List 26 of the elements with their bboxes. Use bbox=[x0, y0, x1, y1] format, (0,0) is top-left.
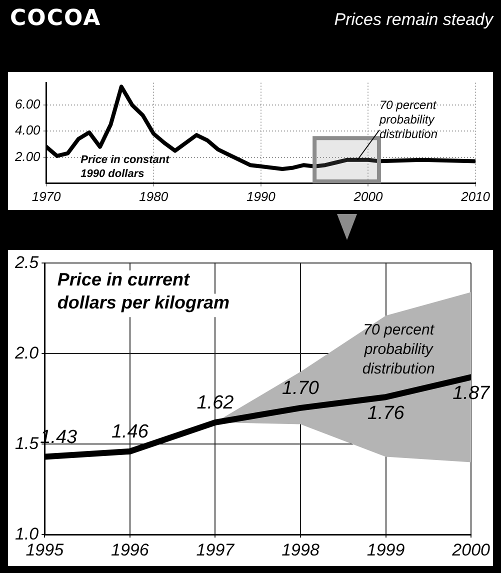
y-tick-label: 4.00 bbox=[14, 122, 42, 138]
y-tick-label: 2.00 bbox=[14, 148, 42, 164]
annotation: 70 percent probability distribution bbox=[378, 98, 438, 141]
x-tick-label: 1995 bbox=[26, 540, 64, 560]
x-tick-label: 2000 bbox=[451, 540, 491, 560]
x-tick-label: 1970 bbox=[32, 188, 62, 204]
data-label: 1.76 bbox=[367, 403, 405, 424]
x-tick-label: 1998 bbox=[282, 540, 320, 560]
chart-subtitle: Prices remain steady bbox=[334, 10, 493, 30]
annotation: Price in current dollars per kilogram bbox=[57, 269, 230, 313]
x-tick-label: 1996 bbox=[111, 540, 150, 560]
x-tick-label: 1990 bbox=[246, 188, 276, 204]
y-tick-label: 1.5 bbox=[14, 434, 40, 453]
y-tick-label: 1.0 bbox=[14, 524, 40, 544]
annotation: Price in constant 1990 dollars bbox=[80, 154, 171, 180]
y-tick-label: 2.0 bbox=[14, 343, 40, 362]
x-tick-label: 1980 bbox=[139, 188, 169, 204]
y-tick-label: 6.00 bbox=[14, 96, 42, 112]
chart-title: COCOA bbox=[10, 6, 102, 31]
y-tick-label: 2.5 bbox=[14, 252, 40, 272]
x-tick-label: 1997 bbox=[196, 540, 235, 560]
x-tick-label: 1999 bbox=[366, 540, 406, 560]
x-tick-label: 2010 bbox=[460, 188, 491, 204]
annotation: 70 percent probability distribution bbox=[362, 322, 435, 378]
x-tick-label: 2000 bbox=[352, 188, 384, 204]
data-label: 1.70 bbox=[282, 378, 320, 399]
